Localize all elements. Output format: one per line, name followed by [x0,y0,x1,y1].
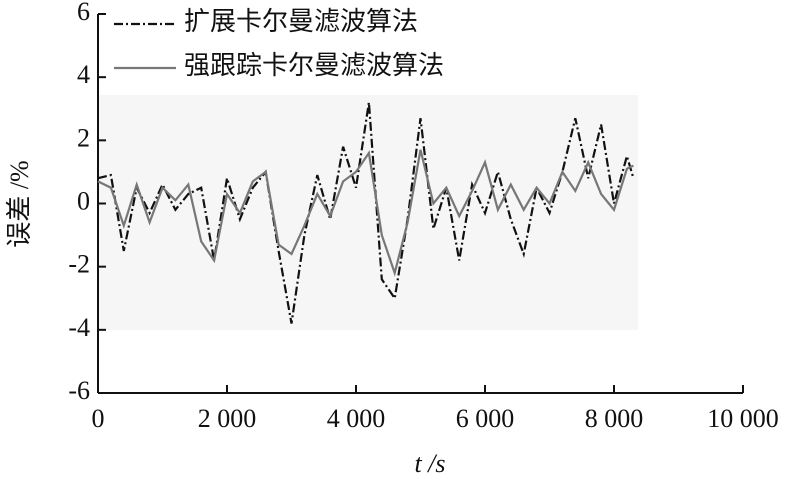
y-axis-label: 误差 /% [5,160,34,247]
y-tick-label: -4 [68,313,90,342]
y-tick-label: 2 [77,123,90,152]
x-tick-label: 0 [92,404,105,433]
y-tick-label: 6 [77,0,90,26]
legend-label: 强跟踪卡尔曼滤波算法 [184,51,444,80]
x-axis-label: t /s [414,449,445,478]
x-tick-label: 8 000 [585,404,644,433]
x-tick-label: 6 000 [456,404,515,433]
x-tick-label: 10 000 [707,404,779,433]
x-tick-label: 2 000 [198,404,257,433]
y-tick-label: -2 [68,250,90,279]
series-line [97,102,635,324]
y-tick-label: 4 [77,60,90,89]
y-tick-label: 0 [77,186,90,215]
legend-label: 扩展卡尔曼滤波算法 [184,7,418,36]
plot-shading [98,95,638,330]
y-tick-label: -6 [68,376,90,405]
x-tick-label: 4 000 [327,404,386,433]
series-line [97,149,634,277]
